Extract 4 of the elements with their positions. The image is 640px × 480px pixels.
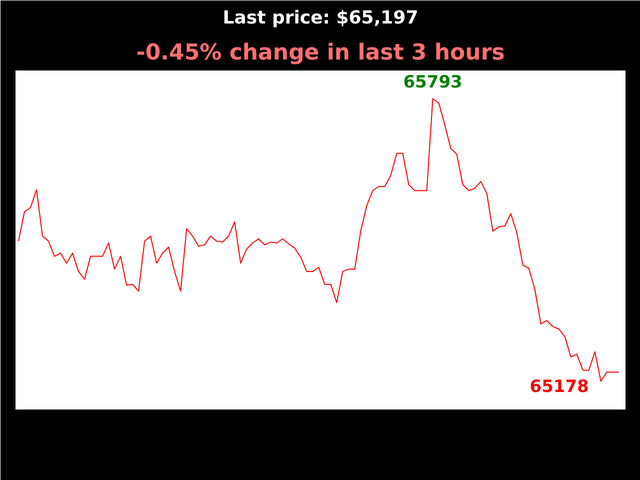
chart-title: Last price: $65,197 [222,8,418,28]
data-label: 65178 [530,376,589,397]
data-label: 65793 [403,72,462,92]
chart-subtitle: -0.45% change in last 3 hours [136,40,505,66]
